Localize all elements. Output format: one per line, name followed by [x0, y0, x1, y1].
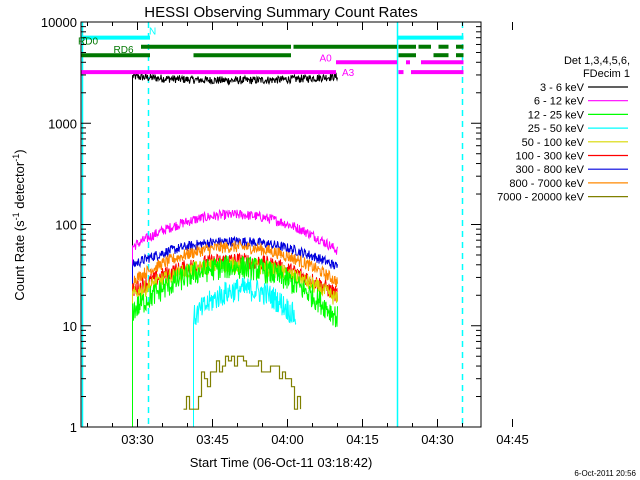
series-line: [132, 208, 338, 427]
x-tick-label: 04:45: [496, 432, 529, 447]
legend-label: 3 - 6 keV: [540, 82, 585, 94]
legend-label: 7000 - 20000 keV: [497, 192, 585, 204]
y-axis-label: Count Rate (s-1 detector-1): [11, 149, 27, 300]
legend-header-1: Det 1,3,4,5,6,: [564, 55, 630, 67]
y-tick-label: 100: [55, 218, 77, 233]
legend-label: 12 - 25 keV: [528, 109, 585, 121]
flag-label: N: [149, 27, 156, 38]
y-tick-label: 1: [70, 420, 77, 435]
flag-label: RD0: [78, 37, 98, 48]
series-line: [132, 239, 338, 427]
y-tick-label: 10: [63, 319, 77, 334]
footer-timestamp: 6-Oct-2011 20:56: [574, 469, 636, 478]
flag-label: RD6: [114, 45, 134, 56]
legend-header-2: FDecim 1: [583, 68, 630, 80]
legend: Det 1,3,4,5,6, FDecim 1 3 - 6 keV 6 - 12 …: [497, 55, 630, 204]
series-line: [183, 355, 302, 410]
series-line: [132, 255, 338, 427]
x-tick-label: 03:45: [196, 432, 229, 447]
legend-label: 50 - 100 keV: [522, 137, 585, 149]
legend-label: 25 - 50 keV: [528, 123, 585, 135]
x-tick-label: 03:30: [121, 432, 154, 447]
legend-label: 800 - 7000 keV: [509, 178, 584, 190]
x-tick-label: 04:15: [346, 432, 379, 447]
flag-label: A0: [320, 53, 333, 64]
x-tick-label: 04:30: [421, 432, 454, 447]
series-line: [132, 235, 338, 427]
series-line: [193, 277, 297, 427]
series-line: [132, 71, 338, 427]
legend-label: 300 - 800 keV: [516, 164, 585, 176]
legend-label: 6 - 12 keV: [534, 96, 585, 108]
legend-label: 100 - 300 keV: [516, 151, 585, 163]
chart-title: HESSI Observing Summary Count Rates: [144, 4, 417, 21]
x-axis-label: Start Time (06-Oct-11 03:18:42): [190, 455, 373, 470]
x-tick-label: 04:00: [271, 432, 304, 447]
y-tick-label: 1000: [48, 116, 77, 131]
y-tick-label: 10000: [41, 15, 77, 30]
flag-label: A3: [342, 68, 355, 79]
